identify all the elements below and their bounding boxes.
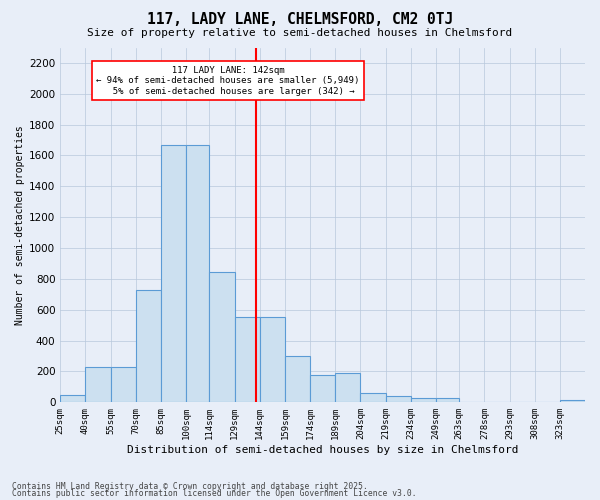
Text: 117, LADY LANE, CHELMSFORD, CM2 0TJ: 117, LADY LANE, CHELMSFORD, CM2 0TJ: [147, 12, 453, 28]
Bar: [386, 396, 410, 402]
Bar: [235, 316, 260, 402]
Y-axis label: Number of semi-detached properties: Number of semi-detached properties: [15, 125, 25, 325]
Bar: [85, 367, 110, 402]
Bar: [136, 290, 161, 403]
Text: 117 LADY LANE: 142sqm  
← 94% of semi-detached houses are smaller (5,949)
  5% o: 117 LADY LANE: 142sqm ← 94% of semi-deta…: [96, 66, 359, 96]
Bar: [260, 316, 285, 402]
Bar: [361, 393, 386, 402]
Text: Contains public sector information licensed under the Open Government Licence v3: Contains public sector information licen…: [12, 489, 416, 498]
Bar: [335, 373, 361, 402]
Text: Size of property relative to semi-detached houses in Chelmsford: Size of property relative to semi-detach…: [88, 28, 512, 38]
Bar: [209, 272, 235, 402]
X-axis label: Distribution of semi-detached houses by size in Chelmsford: Distribution of semi-detached houses by …: [127, 445, 518, 455]
Bar: [560, 400, 585, 402]
Bar: [436, 398, 459, 402]
Bar: [310, 374, 335, 402]
Bar: [410, 398, 436, 402]
Text: Contains HM Land Registry data © Crown copyright and database right 2025.: Contains HM Land Registry data © Crown c…: [12, 482, 368, 491]
Bar: [161, 144, 186, 402]
Bar: [285, 356, 310, 403]
Bar: [110, 367, 136, 402]
Bar: [186, 144, 209, 402]
Bar: [60, 394, 85, 402]
